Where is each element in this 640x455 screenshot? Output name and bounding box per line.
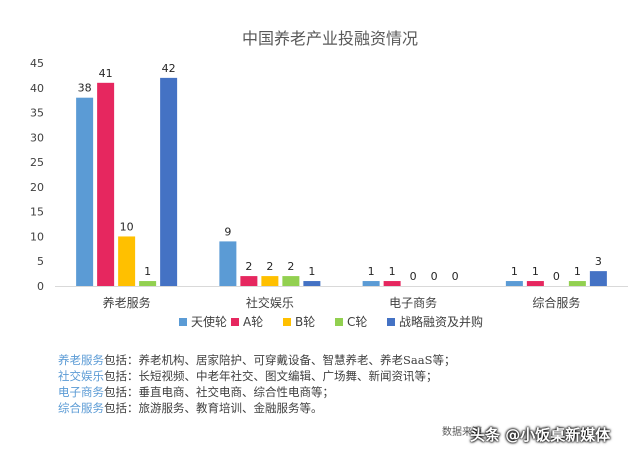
- data-label: 0: [431, 270, 438, 283]
- watermark: 头条 @小饭桌新媒体: [470, 426, 611, 444]
- data-label: 1: [574, 265, 581, 278]
- legend-label: 天使轮: [191, 314, 227, 329]
- bar: [76, 97, 94, 286]
- legend-swatch: [387, 318, 395, 326]
- data-label: 42: [162, 62, 176, 75]
- note-key: 电子商务: [58, 385, 104, 399]
- x-category-label: 电子商务: [389, 295, 437, 310]
- x-category-label: 社交娱乐: [246, 295, 294, 310]
- x-category-label: 综合服务: [532, 295, 580, 310]
- bar: [303, 281, 321, 286]
- bar: [383, 281, 401, 286]
- data-label: 1: [389, 265, 396, 278]
- bar: [261, 276, 279, 286]
- y-tick-label: 40: [30, 82, 44, 95]
- legend-label: A轮: [243, 315, 263, 329]
- data-label: 2: [266, 260, 273, 273]
- data-label: 1: [532, 265, 539, 278]
- note-key: 社交娱乐: [58, 369, 104, 383]
- note-text: 包括：垂直电商、社交电商、综合性电商等；: [104, 385, 334, 399]
- y-axis: 0 5 10 15 20 25 30 35 40 45: [30, 57, 44, 293]
- bar: [505, 281, 523, 286]
- data-label: 2: [287, 260, 294, 273]
- note-text: 包括：长短视频、中老年社交、图文编辑、广场舞、新闻资讯等；: [104, 369, 438, 383]
- data-label: 41: [99, 67, 113, 80]
- y-tick-label: 0: [37, 280, 44, 293]
- y-tick-label: 35: [30, 107, 44, 120]
- data-label: 38: [78, 82, 92, 95]
- bar: [240, 276, 258, 286]
- bar: [160, 77, 178, 286]
- bar: [568, 281, 586, 286]
- data-label: 2: [245, 260, 252, 273]
- y-tick-label: 30: [30, 131, 44, 144]
- legend-label: 战略融资及并购: [399, 314, 483, 329]
- note-line: 养老服务包括：养老机构、居家陪护、可穿戴设备、智慧养老、养老SaaS等；: [58, 352, 618, 368]
- note-line: 综合服务包括：旅游服务、教育培训、金融服务等。: [58, 400, 618, 416]
- bar: [589, 271, 607, 286]
- note-line: 社交娱乐包括：长短视频、中老年社交、图文编辑、广场舞、新闻资讯等；: [58, 368, 618, 384]
- y-tick-label: 5: [37, 255, 44, 268]
- note-text: 包括：养老机构、居家陪护、可穿戴设备、智慧养老、养老SaaS等；: [104, 353, 456, 367]
- bar: [219, 241, 237, 286]
- x-axis: 养老服务 社交娱乐 电子商务 综合服务: [55, 286, 628, 310]
- y-tick-label: 20: [30, 181, 44, 194]
- data-label: 1: [308, 265, 315, 278]
- data-label: 1: [144, 265, 151, 278]
- legend-swatch: [179, 318, 187, 326]
- legend-swatch: [335, 318, 343, 326]
- data-label: 9: [224, 225, 231, 238]
- note-line: 电子商务包括：垂直电商、社交电商、综合性电商等；: [58, 384, 618, 400]
- data-label: 0: [452, 270, 459, 283]
- data-label: 0: [553, 270, 560, 283]
- data-label: 3: [595, 255, 602, 268]
- legend-swatch: [231, 318, 239, 326]
- legend-swatch: [283, 318, 291, 326]
- y-tick-label: 25: [30, 156, 44, 169]
- note-key: 养老服务: [58, 353, 104, 367]
- data-label: 0: [410, 270, 417, 283]
- legend: 天使轮 A轮 B轮 C轮 战略融资及并购: [179, 314, 483, 329]
- note-text: 包括：旅游服务、教育培训、金融服务等。: [104, 401, 323, 415]
- legend-label: C轮: [347, 315, 367, 329]
- note-key: 综合服务: [58, 401, 104, 415]
- data-label: 1: [511, 265, 518, 278]
- bar: [97, 82, 115, 286]
- chart-title: 中国养老产业投融资情况: [242, 29, 418, 48]
- x-category-label: 养老服务: [103, 295, 151, 310]
- data-label: 10: [120, 220, 134, 233]
- legend-label: B轮: [295, 315, 315, 329]
- source-text: 数据来源: [442, 427, 482, 438]
- y-tick-label: 10: [30, 230, 44, 243]
- bar: [526, 281, 544, 286]
- bar: [118, 236, 136, 286]
- y-tick-label: 15: [30, 206, 44, 219]
- bar: [362, 281, 380, 286]
- category-notes: 养老服务包括：养老机构、居家陪护、可穿戴设备、智慧养老、养老SaaS等； 社交娱…: [58, 352, 618, 416]
- bar: [139, 281, 157, 286]
- bar: [282, 276, 300, 286]
- y-tick-label: 45: [30, 57, 44, 70]
- data-label: 1: [368, 265, 375, 278]
